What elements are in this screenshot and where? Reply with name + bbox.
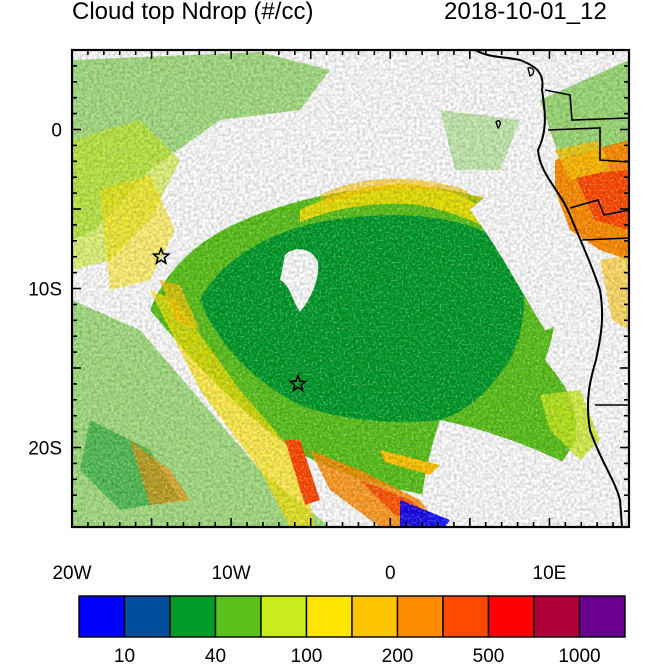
x-tick-label: 20W — [52, 563, 91, 584]
markers-layer — [151, 246, 308, 393]
star-marker-2 — [288, 373, 308, 393]
cloud-field — [72, 50, 629, 527]
x-tick-label: 10W — [212, 563, 251, 584]
colorbar-labels: 10 40 100 200 500 1000 — [114, 646, 601, 667]
colorbar-swatch — [442, 595, 490, 638]
colorbar-label: 500 — [473, 646, 505, 667]
colorbar-swatch — [305, 595, 353, 638]
colorbar-swatch — [78, 595, 126, 638]
colorbar-label: 40 — [205, 646, 226, 667]
colorbar-swatch — [533, 595, 581, 638]
colorbar-label: 1000 — [558, 646, 600, 667]
colorbar-swatch — [123, 595, 171, 638]
colorbar — [78, 595, 626, 638]
axis-tick-labels: 0 10S 20S 20W 10W 0 10E — [28, 121, 566, 585]
y-tick-label: 20S — [28, 439, 62, 460]
x-tick-label: 10E — [533, 563, 567, 584]
map-title: Cloud top Ndrop (#/cc) — [72, 0, 314, 25]
colorbar-swatch — [214, 595, 262, 638]
star-marker-1 — [151, 246, 171, 266]
colorbar-swatch — [578, 595, 626, 638]
colorbar-label: 200 — [382, 646, 414, 667]
colorbar-swatch — [487, 595, 535, 638]
colorbar-label: 100 — [291, 646, 323, 667]
y-tick-label: 0 — [51, 121, 62, 142]
x-tick-label: 0 — [385, 563, 396, 584]
map-datetime: 2018-10-01_12 — [444, 0, 607, 25]
axis-ticks — [71, 49, 630, 528]
colorbar-swatch — [396, 595, 444, 638]
colorbar-swatch — [351, 595, 399, 638]
colorbar-swatch — [169, 595, 217, 638]
colorbar-swatch — [260, 595, 308, 638]
y-tick-label: 10S — [28, 280, 62, 301]
colorbar-label: 10 — [114, 646, 135, 667]
